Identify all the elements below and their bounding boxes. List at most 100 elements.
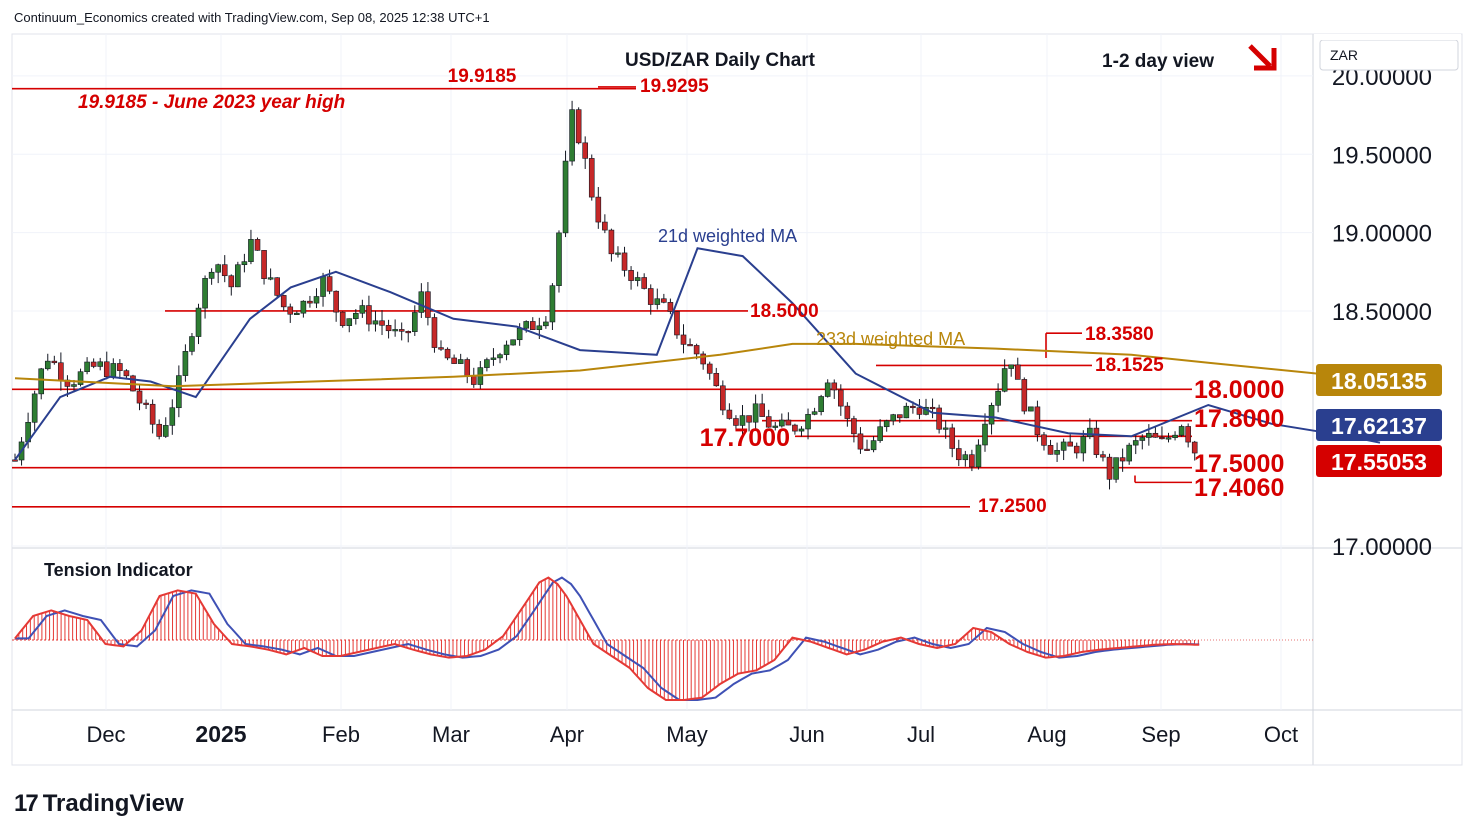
candle-body [739,415,746,426]
candle-body [713,373,720,387]
candle-body [1126,444,1132,462]
candle-body [634,277,641,281]
level-label-17-5000: 17.5000 [1194,450,1284,478]
candle-body [1001,368,1008,392]
candle-body [274,277,280,296]
candle-body [1087,427,1093,437]
candle-body [110,363,117,378]
candle-body [1060,441,1067,451]
candle-body [470,375,477,385]
candle-body [438,347,444,350]
candle-body [628,270,634,281]
candle-body [353,312,359,319]
candle-body [1132,440,1139,446]
price-badge [1316,364,1442,396]
tension-indicator-title: Tension Indicator [44,560,193,580]
candle-body [313,296,320,304]
tension-indicator: Tension Indicator [12,560,1313,701]
candle-body [149,403,156,425]
candle-body [798,428,805,432]
candle-body [58,362,64,381]
candle-body [529,321,536,330]
level-label-18-5000: 18.5000 [750,301,819,322]
candle-body [949,427,956,449]
candle-body [746,415,752,423]
candle-body [169,407,176,426]
y-tick-label: 18.50000 [1332,299,1432,326]
y-tick-label: 19.50000 [1332,142,1432,169]
candle-body [261,250,267,279]
candle-body [228,275,235,288]
candle-body [883,420,890,428]
tension-line [14,576,1200,701]
candle-body [90,361,97,367]
arrow-head [1254,48,1277,71]
candle-body [221,264,228,277]
candle-body [1159,437,1165,440]
candle-body [77,371,84,385]
candle-body [674,311,680,336]
candle-body [595,196,602,223]
grid [11,33,1463,766]
candle-body [602,221,608,231]
candle-body [1152,432,1159,438]
candle-body [162,425,169,437]
x-tick-label: Sep [1141,722,1180,747]
candle-body [700,353,706,365]
candle-body [208,271,215,279]
candle-body [254,239,261,251]
candle-body [661,298,667,303]
candle-body [411,312,418,332]
candle-body [31,393,38,423]
axes: Dec 2025 Feb Mar Apr May Jun Jul Aug Sep Oct20.000… [86,34,1461,747]
candle-body [523,321,530,329]
candle-body [405,331,412,334]
candle-body [248,239,254,262]
candle-body [385,325,392,332]
year-high-tag: 19.9185 [448,66,517,87]
tradingview-logo-icon: 17 [14,790,39,817]
candle-body [824,382,831,397]
candle-body [1073,445,1080,454]
candle-body [838,389,844,407]
level-label-17-2500: 17.2500 [978,496,1047,517]
candle-body [1093,427,1100,455]
candle-body [117,363,123,371]
x-tick-label: May [666,722,708,747]
candle-body [1100,454,1106,458]
level-label-17-7000: 17.7000 [700,424,790,452]
ma-21d-label: 21d weighted MA [658,226,797,246]
view-label: 1-2 day view [1102,51,1214,72]
candle-body [890,414,897,422]
price-badge [1316,409,1442,441]
candle-body [398,329,405,332]
candle-body [359,305,366,314]
candle-body [287,306,294,315]
candle-body [1106,456,1113,480]
candle-body [1185,426,1191,443]
candle-body [346,318,353,326]
candle-body [1178,426,1185,436]
candle-body [444,348,451,359]
candle-body [543,321,549,327]
x-tick-label: Oct [1264,722,1298,747]
chart-frame [11,33,1463,766]
candle-body [1067,441,1073,447]
arrow-shaft [1248,44,1272,68]
candle-body [1041,434,1047,446]
candle-body [877,426,883,441]
candle-body [510,339,516,346]
candle-body [71,384,77,387]
candle-body [366,305,372,325]
candle-body [457,359,464,364]
down-right-arrow [1248,44,1277,71]
candle-body [12,459,18,462]
chart-credit: Continuum_Economics created with Trading… [14,10,490,25]
tradingview-wordmark: TradingView [42,790,184,817]
candle-body [851,418,857,435]
candle-body [1021,379,1028,412]
x-tick-label: Mar [432,722,470,747]
tradingview-logo[interactable]: 17 TradingView [14,790,184,818]
candle-body [333,290,339,313]
